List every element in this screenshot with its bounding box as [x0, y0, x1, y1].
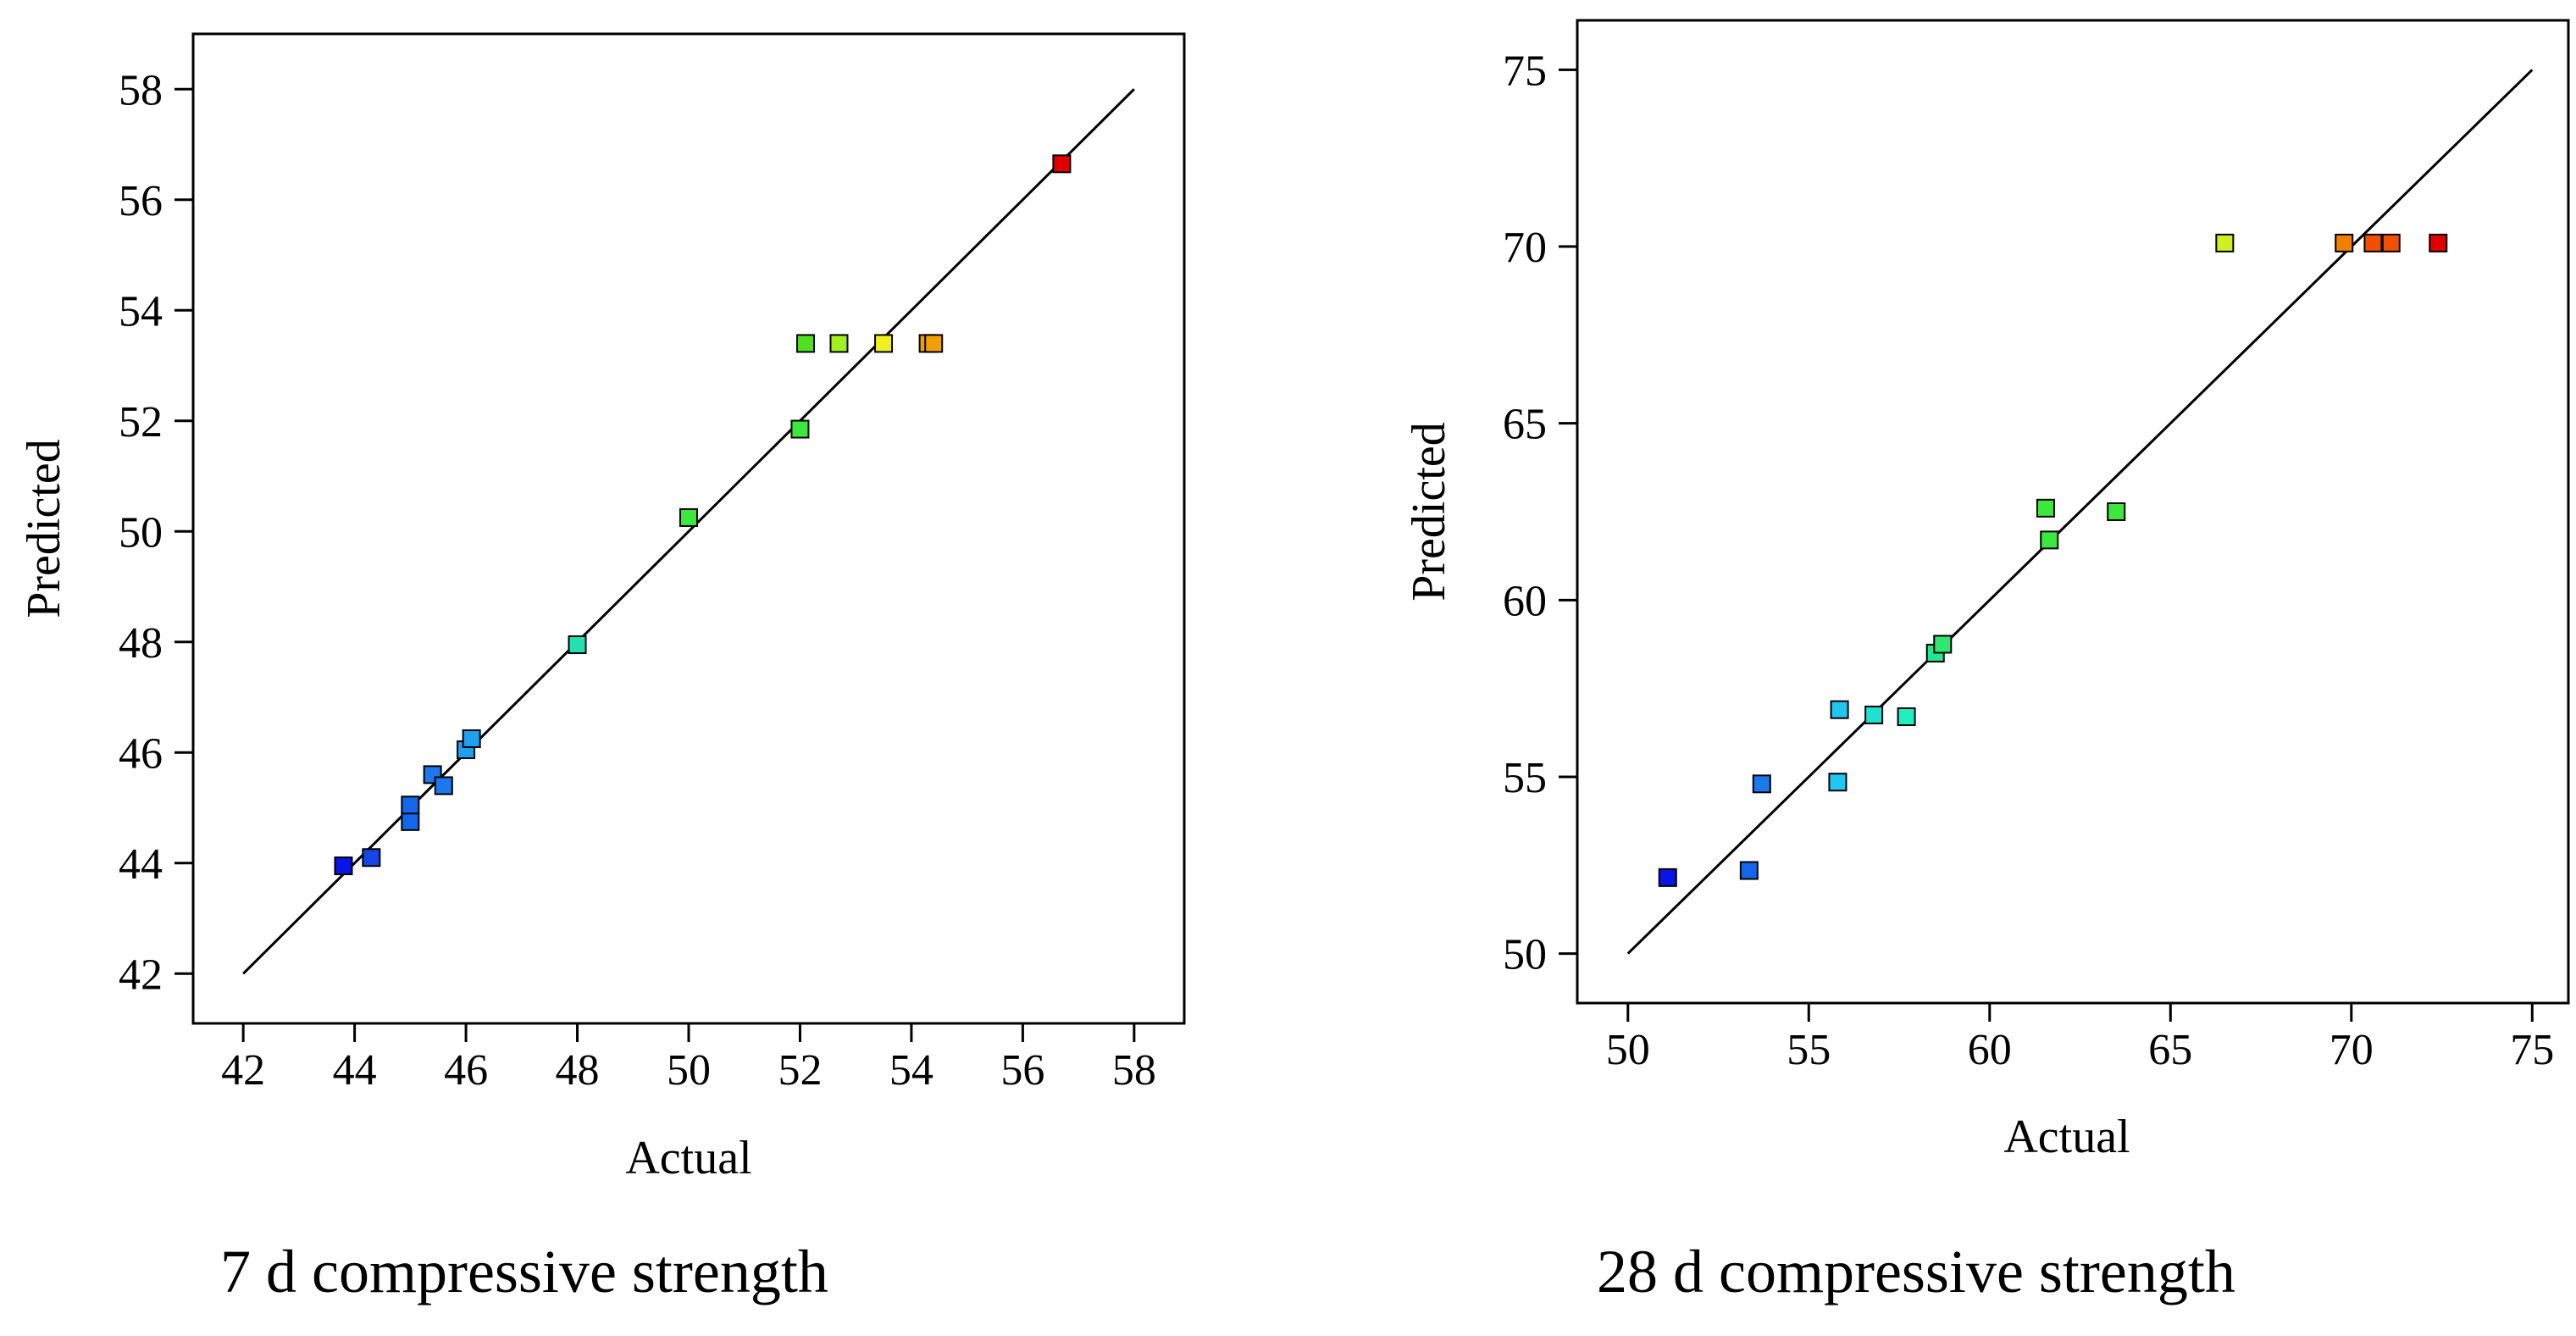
- data-point-7d-8: [568, 635, 587, 655]
- x-axis-label-28d: Actual: [2003, 1111, 2130, 1163]
- data-point-7d-0: [334, 856, 353, 876]
- y-tick-label-7d-2: 46: [119, 729, 163, 778]
- data-point-28d-15: [2381, 233, 2401, 252]
- y-tick-label-7d-0: 42: [119, 951, 163, 999]
- data-point-28d-0: [1658, 868, 1677, 887]
- x-tick-label-28d-0: 50: [1606, 1026, 1650, 1074]
- data-point-7d-15: [924, 334, 944, 353]
- x-tick-label-28d-1: 55: [1787, 1026, 1831, 1074]
- x-tick-label-7d-7: 56: [1000, 1046, 1044, 1095]
- data-point-7d-7: [462, 729, 481, 748]
- data-point-7d-10: [790, 419, 810, 439]
- x-tick-label-7d-3: 48: [556, 1046, 600, 1095]
- data-point-7d-12: [829, 334, 849, 353]
- data-point-28d-6: [1897, 707, 1916, 727]
- x-tick-label-28d-4: 70: [2329, 1026, 2374, 1074]
- reference-line-7d: [242, 88, 1135, 975]
- data-point-28d-9: [2036, 498, 2055, 518]
- x-axis-label-7d: Actual: [625, 1132, 751, 1184]
- data-point-28d-16: [2429, 233, 2448, 252]
- points-7d: [334, 154, 1072, 876]
- data-point-28d-8: [1933, 635, 1953, 654]
- tick-layer-28d: 50 55 60 65 70 75 50 55 60 65 70 75: [1503, 47, 2554, 1074]
- y-tick-label-7d-6: 54: [119, 287, 163, 335]
- y-tick-label-28d-5: 75: [1503, 47, 1547, 95]
- y-tick-label-7d-7: 56: [119, 177, 163, 225]
- y-tick-label-7d-3: 48: [119, 619, 163, 668]
- data-point-7d-1: [362, 848, 381, 868]
- data-point-28d-5: [1864, 705, 1884, 724]
- data-point-7d-5: [434, 776, 453, 796]
- data-point-28d-3: [1828, 773, 1848, 792]
- data-point-7d-2: [401, 812, 420, 831]
- x-tick-label-7d-0: 42: [221, 1046, 265, 1095]
- data-point-28d-13: [2335, 233, 2354, 252]
- y-tick-label-7d-1: 44: [119, 840, 163, 889]
- data-point-28d-4: [1830, 700, 1849, 719]
- data-point-28d-11: [2107, 502, 2126, 521]
- data-point-7d-16: [1052, 154, 1072, 174]
- y-tick-label-28d-1: 55: [1503, 754, 1547, 802]
- caption-7d: 7 d compressive strength: [220, 1238, 828, 1306]
- points-28d: [1658, 233, 2448, 887]
- data-point-7d-13: [874, 334, 894, 353]
- plot-frame-28d: [1576, 19, 2570, 1005]
- chart-28d: 50 55 60 65 70 75 50 55 60 65 70 75 Actual Predicte…: [1403, 19, 2570, 1306]
- x-tick-label-7d-5: 52: [778, 1046, 822, 1095]
- x-tick-label-28d-5: 75: [2510, 1026, 2554, 1074]
- x-tick-label-7d-8: 58: [1112, 1046, 1156, 1095]
- data-point-28d-12: [2215, 233, 2235, 252]
- x-tick-label-28d-3: 65: [2148, 1026, 2192, 1074]
- y-axis-label-7d: Predicted: [18, 439, 70, 618]
- y-tick-label-7d-8: 58: [119, 66, 163, 114]
- x-tick-label-7d-1: 44: [333, 1046, 377, 1095]
- data-point-28d-10: [2040, 530, 2059, 550]
- data-point-7d-3: [401, 796, 420, 815]
- y-tick-label-28d-0: 50: [1503, 931, 1547, 979]
- caption-28d: 28 d compressive strength: [1597, 1238, 2235, 1306]
- y-axis-label-28d: Predicted: [1403, 422, 1455, 601]
- x-tick-label-7d-4: 50: [667, 1046, 711, 1095]
- y-tick-label-28d-2: 60: [1503, 577, 1547, 625]
- y-tick-label-7d-4: 50: [119, 508, 163, 557]
- x-tick-label-7d-2: 46: [444, 1046, 488, 1095]
- y-tick-label-28d-3: 65: [1503, 401, 1547, 449]
- y-tick-label-28d-4: 70: [1503, 224, 1547, 272]
- data-point-7d-9: [679, 507, 698, 527]
- x-tick-label-7d-6: 54: [889, 1046, 933, 1095]
- chart-7d: 42 44 46 48 50 52 54 56 58 42 44 46 48 50 52 54 56 58 Act…: [18, 32, 1186, 1306]
- y-tick-label-7d-5: 52: [119, 398, 163, 446]
- data-point-28d-14: [2363, 233, 2383, 252]
- data-point-28d-1: [1739, 861, 1759, 880]
- reference-line-28d: [1626, 69, 2534, 955]
- data-point-28d-2: [1752, 774, 1771, 794]
- x-tick-label-28d-2: 60: [1968, 1026, 2012, 1074]
- tick-layer-7d: 42 44 46 48 50 52 54 56 58 42 44 46 48 50 52 54 56 58: [119, 66, 1156, 1095]
- data-point-7d-11: [796, 334, 816, 353]
